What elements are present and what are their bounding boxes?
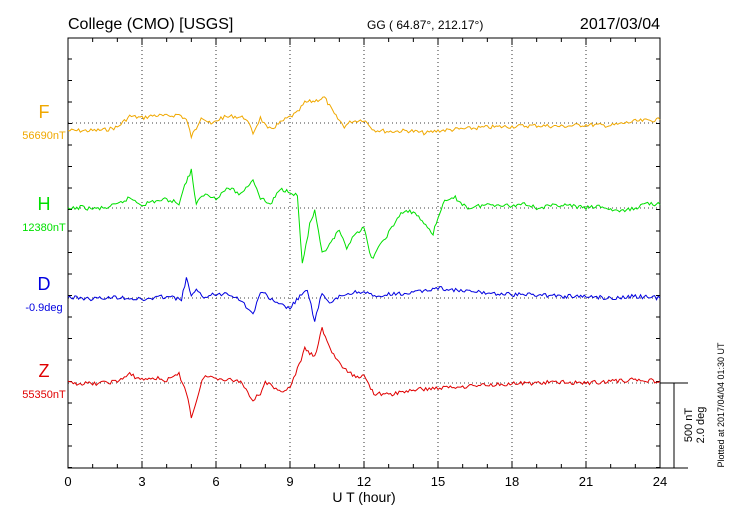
coords-label: GG ( 64.87°, 212.17°) <box>367 18 483 32</box>
x-tick-label-0: 0 <box>64 474 71 489</box>
series-baseline-value-H: 12380nT <box>22 222 66 234</box>
series-labels: F 56690nT H 12380nT D -0.9deg Z 55350nT <box>22 102 66 401</box>
baselines <box>68 122 660 384</box>
series-line-Z <box>67 327 661 419</box>
scale-bar: 500 nT 2.0 deg <box>660 382 707 469</box>
series-line-F <box>67 96 661 140</box>
series-baseline-value-Z: 55350nT <box>22 389 66 401</box>
series-name-D: D <box>38 274 51 294</box>
grid-lines <box>141 38 587 468</box>
series-name-F: F <box>39 102 50 122</box>
x-tick-label-21: 21 <box>579 474 593 489</box>
x-tick-label-3: 3 <box>138 474 145 489</box>
date-label: 2017/03/04 <box>580 16 660 33</box>
plotted-at-note: Plotted at 2017/04/04 01:30 UT <box>716 342 726 468</box>
scale-nt-label: 500 nT <box>683 408 695 443</box>
x-tick-label-24: 24 <box>653 474 667 489</box>
series-name-Z: Z <box>39 361 50 381</box>
series-line-D <box>67 277 661 322</box>
x-tick-label-9: 9 <box>286 474 293 489</box>
x-axis-label: U T (hour) <box>332 489 395 505</box>
x-tick-label-6: 6 <box>212 474 219 489</box>
series-group <box>67 96 661 419</box>
x-tick-label-18: 18 <box>505 474 519 489</box>
series-baseline-value-D: -0.9deg <box>25 302 62 314</box>
scale-deg-label: 2.0 deg <box>695 407 707 444</box>
axis-ticks: 0 3 6 9 12 15 18 21 24 <box>64 38 667 489</box>
series-line-H <box>67 168 661 264</box>
series-baseline-value-F: 56690nT <box>22 130 66 142</box>
series-name-H: H <box>38 194 51 214</box>
station-title: College (CMO) [USGS] <box>68 16 233 33</box>
x-tick-label-15: 15 <box>431 474 445 489</box>
x-tick-label-12: 12 <box>357 474 371 489</box>
